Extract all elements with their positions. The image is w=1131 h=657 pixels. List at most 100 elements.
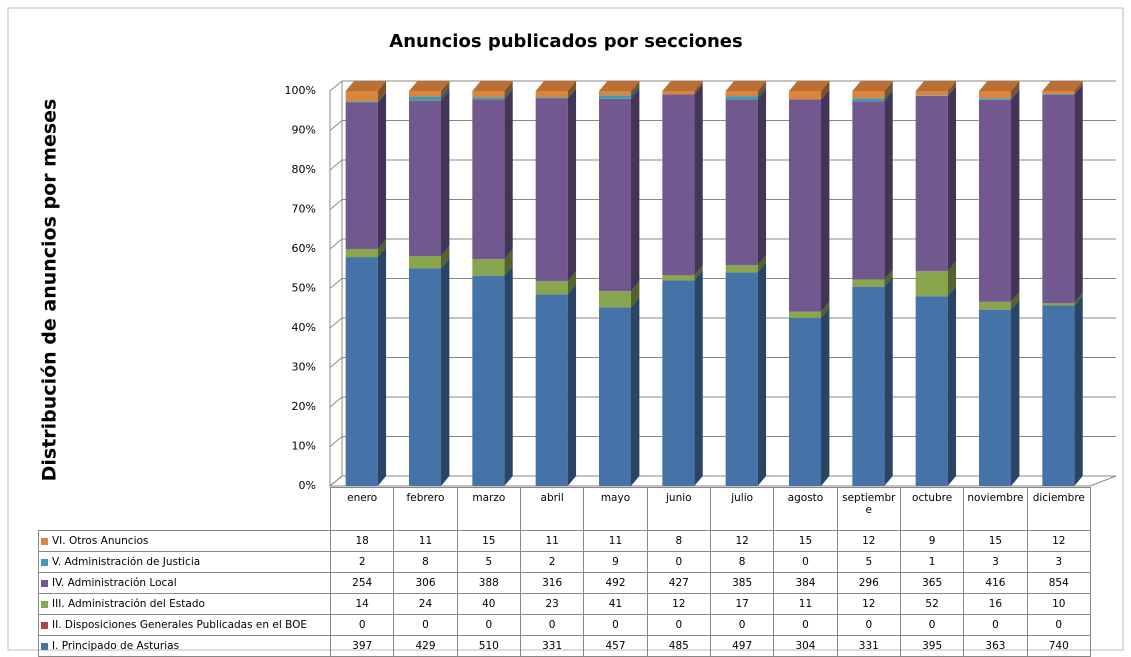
y-tick-label: 40% — [292, 321, 316, 334]
legend-swatch — [41, 538, 48, 545]
bar-side — [1011, 300, 1019, 486]
table-value: 40 — [457, 594, 520, 615]
y-tick-label: 100% — [285, 84, 316, 97]
table-value: 416 — [964, 573, 1027, 594]
table-value: 0 — [584, 615, 647, 636]
table-value: 385 — [710, 573, 773, 594]
table-value: 0 — [900, 615, 963, 636]
bar-side — [821, 308, 829, 486]
bar — [536, 97, 568, 98]
legend-swatch — [41, 580, 48, 587]
table-value: 384 — [774, 573, 837, 594]
table-value: 0 — [964, 615, 1027, 636]
bar — [409, 101, 441, 256]
table-value: 11 — [520, 531, 583, 552]
table-value: 304 — [774, 636, 837, 657]
table-value: 9 — [900, 531, 963, 552]
bar — [346, 103, 378, 249]
bar-side — [504, 266, 512, 486]
bar-side — [568, 285, 576, 486]
table-value: 363 — [964, 636, 1027, 657]
bar-side — [378, 247, 386, 486]
bar — [726, 272, 758, 486]
table-value: 395 — [900, 636, 963, 657]
bar — [662, 275, 694, 280]
table-value: 485 — [647, 636, 710, 657]
table-value: 0 — [774, 552, 837, 573]
grid-line-side — [330, 318, 342, 328]
bar — [662, 91, 694, 94]
grid-line-side — [330, 160, 342, 170]
table-value: 41 — [584, 594, 647, 615]
bar — [852, 287, 884, 486]
table-value: 17 — [710, 594, 773, 615]
bar — [979, 91, 1011, 98]
table-value: 0 — [1027, 615, 1090, 636]
y-tick-label: 60% — [292, 242, 316, 255]
category-label: octubre — [900, 488, 963, 531]
bar-side — [631, 89, 639, 291]
legend-swatch — [41, 622, 48, 629]
bar-side — [694, 84, 702, 275]
chart-title: Anuncios publicados por secciones — [389, 31, 742, 52]
bar — [662, 280, 694, 486]
y-tick-label: 80% — [292, 163, 316, 176]
grid-line-side — [330, 437, 342, 447]
bar-side — [884, 277, 892, 486]
bar-side — [378, 93, 386, 249]
y-tick-label: 90% — [292, 124, 316, 137]
table-value: 2 — [331, 552, 394, 573]
bar — [1042, 94, 1074, 95]
table-value: 12 — [710, 531, 773, 552]
bar — [409, 268, 441, 486]
bar — [726, 96, 758, 99]
table-value: 492 — [584, 573, 647, 594]
table-value: 388 — [457, 573, 520, 594]
bar — [409, 97, 441, 101]
table-value: 365 — [900, 573, 963, 594]
bar-side — [441, 91, 449, 256]
bar — [726, 265, 758, 272]
bar — [599, 99, 631, 291]
grid-line-side — [330, 121, 342, 131]
table-value: 15 — [774, 531, 837, 552]
legend-label: II. Disposiciones Generales Publicadas e… — [52, 619, 307, 631]
bar-side — [821, 89, 829, 311]
table-value: 12 — [1027, 531, 1090, 552]
y-tick-label: 70% — [292, 203, 316, 216]
table-value: 11 — [774, 594, 837, 615]
bar — [1042, 303, 1074, 305]
bar-side — [1074, 85, 1082, 303]
bar — [346, 101, 378, 102]
table-value: 8 — [647, 531, 710, 552]
table-value: 429 — [394, 636, 457, 657]
bar — [472, 276, 504, 486]
bar-side — [631, 297, 639, 486]
bar — [789, 99, 821, 311]
bar — [1042, 95, 1074, 303]
bar — [1042, 91, 1074, 94]
legend-swatch — [41, 601, 48, 608]
table-value: 8 — [394, 552, 457, 573]
grid-line-side — [330, 239, 342, 249]
bar-side — [441, 258, 449, 486]
bar-side — [1074, 295, 1082, 486]
bar — [346, 249, 378, 257]
bar — [852, 98, 884, 101]
bar — [916, 296, 948, 486]
bar — [916, 91, 948, 95]
legend-entry: VI. Otros Anuncios — [39, 531, 331, 552]
bar — [726, 100, 758, 265]
table-value: 316 — [520, 573, 583, 594]
table-value: 2 — [520, 552, 583, 573]
y-tick-label: 20% — [292, 400, 316, 413]
legend-entry: II. Disposiciones Generales Publicadas e… — [39, 615, 331, 636]
table-value: 296 — [837, 573, 900, 594]
table-value: 497 — [710, 636, 773, 657]
bar — [346, 91, 378, 101]
table-value: 14 — [331, 594, 394, 615]
